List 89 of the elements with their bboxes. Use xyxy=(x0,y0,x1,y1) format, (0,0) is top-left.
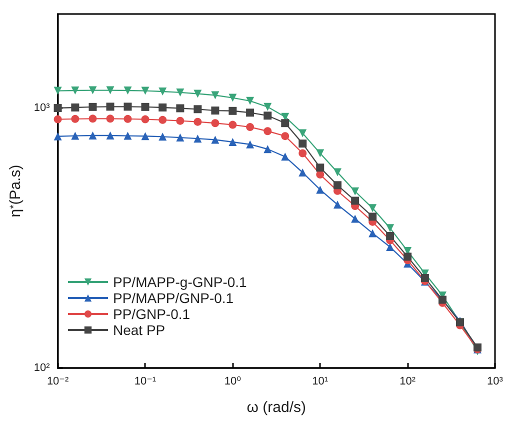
point xyxy=(88,86,97,94)
point xyxy=(141,102,150,111)
point xyxy=(404,252,412,261)
y-axis-title: η*(Pa.s) xyxy=(7,164,24,218)
point xyxy=(316,149,324,158)
point xyxy=(368,204,377,212)
point xyxy=(386,224,394,232)
point xyxy=(158,132,167,141)
point xyxy=(124,86,132,95)
point xyxy=(333,168,342,176)
point xyxy=(71,86,80,95)
point xyxy=(54,115,62,124)
x-tick-label: 10² xyxy=(400,376,416,388)
point xyxy=(386,243,394,252)
point xyxy=(141,115,150,124)
point xyxy=(228,106,237,115)
point xyxy=(264,127,272,136)
point xyxy=(298,140,307,148)
point xyxy=(194,105,202,114)
point xyxy=(124,114,132,123)
point xyxy=(298,149,307,158)
point xyxy=(106,102,114,111)
point xyxy=(158,116,167,124)
point xyxy=(194,134,202,143)
point xyxy=(88,102,97,111)
point xyxy=(228,94,237,102)
x-axis-title: ω (rad/s) xyxy=(246,399,306,416)
point xyxy=(54,86,62,95)
point xyxy=(264,112,272,120)
point xyxy=(281,152,290,161)
point xyxy=(106,132,114,140)
point xyxy=(368,229,377,238)
point xyxy=(316,186,324,194)
point xyxy=(176,116,184,125)
point xyxy=(298,168,307,176)
point xyxy=(246,96,254,105)
point xyxy=(333,181,342,190)
point xyxy=(141,86,150,95)
point xyxy=(333,200,342,209)
point xyxy=(264,145,272,154)
point xyxy=(194,118,202,126)
legend-label: Neat PP xyxy=(113,322,166,338)
point xyxy=(211,106,220,115)
point xyxy=(176,134,184,142)
point xyxy=(176,104,184,112)
point xyxy=(246,140,254,148)
point xyxy=(351,187,360,196)
point xyxy=(88,114,97,123)
point xyxy=(298,129,307,138)
point xyxy=(106,86,114,94)
point xyxy=(211,91,220,100)
point xyxy=(368,212,377,221)
point xyxy=(71,132,80,140)
point xyxy=(211,136,220,144)
point xyxy=(158,103,167,112)
point xyxy=(386,232,394,240)
legend-label: PP/MAPP-g-GNP-0.1 xyxy=(113,274,248,290)
x-tick-label: 10³ xyxy=(487,376,504,388)
point xyxy=(71,114,80,123)
point xyxy=(124,132,132,140)
point xyxy=(158,87,167,96)
point xyxy=(316,170,324,179)
point xyxy=(281,132,290,140)
point xyxy=(54,132,62,140)
point xyxy=(176,88,184,96)
x-tick-label: 10⁰ xyxy=(224,376,242,388)
point xyxy=(54,104,62,112)
point xyxy=(264,102,272,111)
legend-label: PP/GNP-0.1 xyxy=(113,306,190,322)
point xyxy=(141,132,150,140)
point xyxy=(281,119,290,128)
point xyxy=(71,103,80,112)
point xyxy=(194,90,202,98)
x-tick-label: 10¹ xyxy=(312,376,328,388)
point xyxy=(351,214,360,223)
point xyxy=(246,108,254,117)
point xyxy=(420,274,429,282)
point xyxy=(316,164,324,172)
point xyxy=(88,132,97,140)
point xyxy=(211,119,220,128)
point xyxy=(246,123,254,132)
point xyxy=(106,114,114,123)
point xyxy=(351,196,360,205)
x-tick-label: 10⁻¹ xyxy=(134,376,156,388)
point xyxy=(228,138,237,146)
x-tick-label: 10⁻² xyxy=(46,376,69,388)
point xyxy=(124,102,132,111)
point xyxy=(228,120,237,129)
legend-label: PP/MAPP/GNP-0.1 xyxy=(113,290,234,306)
